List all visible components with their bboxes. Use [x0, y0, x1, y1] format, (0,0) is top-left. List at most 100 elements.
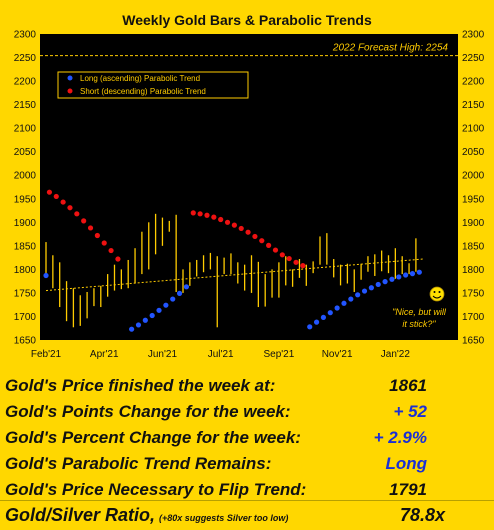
stat-percent-value: + 2.9% — [373, 428, 427, 447]
stat-points-label: Gold's Points Change for the week: — [5, 402, 291, 421]
y-tick-label-left: 2300 — [14, 30, 37, 41]
stat-percent-row: Gold's Percent Change for the week: + 2.… — [5, 426, 489, 450]
y-tick-label-right: 2250 — [462, 53, 485, 64]
short-trend-dot — [115, 256, 121, 262]
short-trend-dot — [218, 216, 224, 223]
stat-ratio-note: (+80x suggests Silver too low) — [159, 513, 289, 523]
long-trend-dot — [348, 296, 354, 302]
y-tick-label-right: 2150 — [462, 100, 485, 111]
stat-trend-row: Gold's Parabolic Trend Remains: Long — [5, 452, 489, 476]
y-tick-label-left: 1750 — [14, 288, 37, 299]
divider — [0, 500, 494, 501]
legend-box — [57, 71, 249, 99]
short-trend-dot — [46, 189, 53, 195]
long-trend-dot — [176, 290, 183, 296]
long-trend-dot — [43, 272, 49, 279]
y-tick-label-right: 2000 — [462, 171, 485, 182]
legend-swatch-long — [67, 75, 73, 81]
short-trend-dot — [190, 210, 196, 216]
short-trend-dot — [272, 247, 279, 253]
stat-points-value: + 52 — [393, 402, 427, 421]
legend-swatch-short — [67, 88, 73, 94]
short-trend-dot — [67, 205, 73, 211]
short-trend-dot — [300, 263, 306, 269]
stat-flip-label: Gold's Price Necessary to Flip Trend: — [5, 480, 307, 499]
short-trend-dot — [279, 252, 285, 258]
y-tick-label-left: 1700 — [14, 312, 37, 323]
stat-ratio-label: Gold/Silver Ratio, — [5, 505, 156, 525]
y-tick-label-right: 2050 — [462, 147, 485, 158]
short-trend-dot — [87, 225, 94, 231]
short-trend-dot — [74, 211, 80, 217]
short-trend-dot — [81, 218, 87, 224]
stat-ratio-value: 78.8x — [399, 505, 445, 525]
linear-trend-line — [45, 258, 423, 292]
stat-trend-value: Long — [385, 454, 427, 473]
long-trend-dot — [389, 276, 395, 282]
short-trend-dot — [224, 219, 231, 225]
short-trend-dot — [259, 238, 265, 244]
forecast-line: 2022 Forecast High: 2254 — [40, 43, 458, 57]
annotation: "Nice, but will it stick?" — [392, 286, 447, 329]
short-trend-dot — [238, 225, 244, 232]
y-tick-label-right: 2100 — [462, 124, 485, 135]
y-axis-right: 1650 1700 1750 1800 1850 1900 1950 2000 2050 2100… — [462, 30, 485, 347]
y-tick-label-right: 1950 — [462, 194, 485, 205]
x-tick-label: Jan'22 — [381, 349, 411, 360]
y-tick-label-left: 1800 — [14, 265, 37, 276]
long-trend-dot — [170, 296, 176, 302]
x-tick-label: Nov'21 — [322, 349, 353, 360]
y-tick-label-left: 1950 — [14, 194, 37, 205]
x-axis: Feb'21 Apr'21 Jun'21 Jul'21 Sep'21 Nov'21 Jan'… — [31, 349, 410, 360]
y-tick-label-right: 1750 — [462, 288, 485, 299]
stat-price-row: Gold's Price finished the week at: 1861 — [5, 374, 489, 398]
y-tick-label-right: 1700 — [462, 312, 485, 323]
short-trend-dot — [101, 240, 107, 246]
short-trend-dot — [211, 214, 217, 220]
long-trend-dot — [334, 305, 340, 311]
long-trend-dot — [320, 314, 327, 321]
long-trend-dot — [163, 302, 169, 308]
y-tick-label-left: 2000 — [14, 171, 37, 182]
stat-percent-label: Gold's Percent Change for the week: — [5, 428, 301, 447]
y-tick-label-left: 2200 — [14, 77, 37, 88]
weekly-gold-chart: Weekly Gold Bars & Parabolic Trends 1650… — [14, 12, 485, 360]
forecast-high-label: 2022 Forecast High: 2254 — [332, 43, 449, 54]
stat-trend-label: Gold's Parabolic Trend Remains: — [5, 454, 272, 473]
annotation-line-2: it stick?" — [402, 319, 436, 329]
y-tick-label-right: 1800 — [462, 265, 485, 276]
long-trend-dot — [135, 322, 142, 328]
stat-flip-value: 1791 — [389, 480, 427, 499]
long-trend-dot — [355, 292, 361, 298]
legend-label-short: Short (descending) Parabolic Trend — [80, 87, 206, 96]
long-trend-dot — [341, 300, 347, 306]
x-tick-label: Jul'21 — [208, 349, 234, 360]
chart-title: Weekly Gold Bars & Parabolic Trends — [122, 12, 372, 28]
long-trend-dot — [129, 326, 135, 332]
short-trend-dot — [94, 232, 100, 239]
stat-ratio-label-wrap: Gold/Silver Ratio, (+80x suggests Silver … — [5, 503, 288, 530]
stat-points-row: Gold's Points Change for the week: + 52 — [5, 400, 489, 424]
long-trend-dot — [149, 312, 155, 319]
long-trend-dot — [396, 274, 402, 280]
long-trend-dot — [142, 317, 148, 323]
legend: Long (ascending) Parabolic Trend Short (… — [57, 71, 249, 99]
chart-area: Weekly Gold Bars & Parabolic Trends 1650… — [14, 12, 485, 360]
y-tick-label-right: 1850 — [462, 241, 485, 252]
stat-ratio-row: Gold/Silver Ratio, (+80x suggests Silver … — [5, 503, 489, 527]
long-trend-dot — [382, 279, 388, 285]
smiley-face-icon — [429, 286, 445, 302]
short-trend-dot — [197, 211, 203, 217]
y-tick-label-left: 2150 — [14, 100, 37, 111]
y-tick-label-left: 1900 — [14, 218, 37, 229]
short-trend-dot — [252, 233, 258, 240]
parabolic-dots — [43, 189, 422, 332]
short-trend-dot — [266, 242, 272, 248]
long-trend-dot — [313, 319, 320, 325]
x-tick-label: Jun'21 — [148, 349, 178, 360]
short-trend-dot — [60, 199, 66, 205]
stats-panel: Gold's Price finished the week at: 1861 … — [0, 372, 494, 528]
y-tick-label-right: 1900 — [462, 218, 485, 229]
long-trend-dot — [375, 281, 381, 288]
